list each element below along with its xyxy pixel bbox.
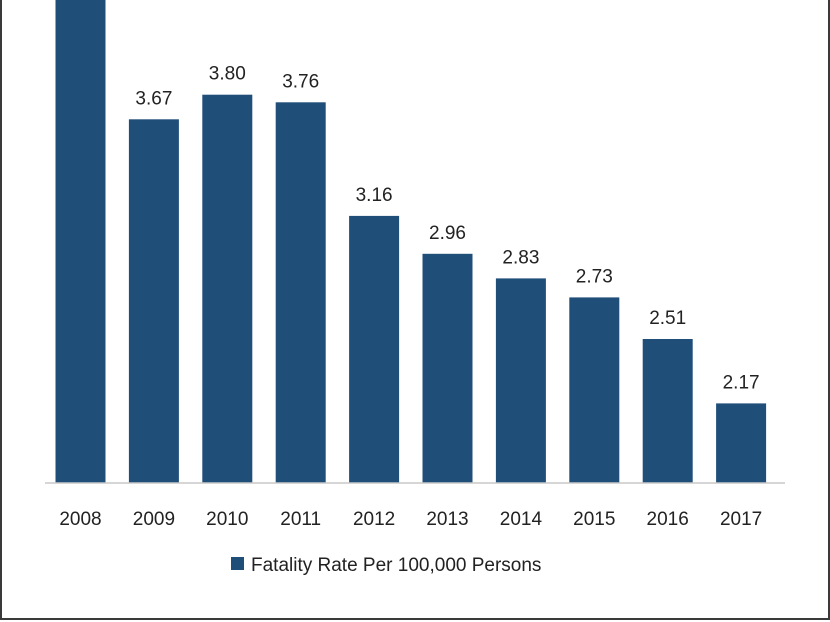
bar-2008 [55,0,106,483]
x-tick-label-2009: 2009 [133,509,175,530]
data-label-2009: 3.67 [135,88,172,109]
data-label-2012: 3.16 [356,185,393,206]
bar-2014 [495,278,546,483]
bar-2012 [349,215,400,483]
legend-label: Fatality Rate Per 100,000 Persons [251,555,541,576]
x-tick-label-2015: 2015 [573,509,615,530]
bar-2013 [422,253,473,483]
bar-2017 [716,403,767,483]
legend-swatch [231,557,244,570]
x-tick-label-2010: 2010 [206,509,248,530]
x-tick-label-2008: 2008 [59,509,101,530]
x-tick-label-2014: 2014 [500,509,543,530]
x-tick-label-2013: 2013 [426,509,468,530]
data-label-2010: 3.80 [209,64,246,85]
data-label-2011: 3.76 [282,71,319,92]
bar-2015 [569,297,620,483]
data-label-2017: 2.17 [723,372,760,393]
x-tick-labels-group: 2008 2009 2010 2011 2012 2013 2014 2015 2016 2017 [59,509,762,530]
bar-2009 [128,119,179,484]
data-label-2014: 2.83 [502,247,539,268]
x-tick-label-2016: 2016 [647,509,689,530]
data-label-2013: 2.96 [429,223,466,244]
data-labels-group: 3.67 3.80 3.76 3.16 2.96 2.83 2.73 2.51 2.17 [135,64,759,394]
bar-2016 [642,339,693,483]
bar-2010 [202,94,253,483]
bars-group [55,0,767,484]
legend: Fatality Rate Per 100,000 Persons [231,555,541,576]
x-tick-label-2011: 2011 [280,509,321,530]
bar-2011 [275,102,326,484]
x-tick-label-2017: 2017 [720,509,762,530]
data-label-2015: 2.73 [576,266,613,287]
x-tick-label-2012: 2012 [353,509,395,530]
data-label-2016: 2.51 [649,308,686,329]
